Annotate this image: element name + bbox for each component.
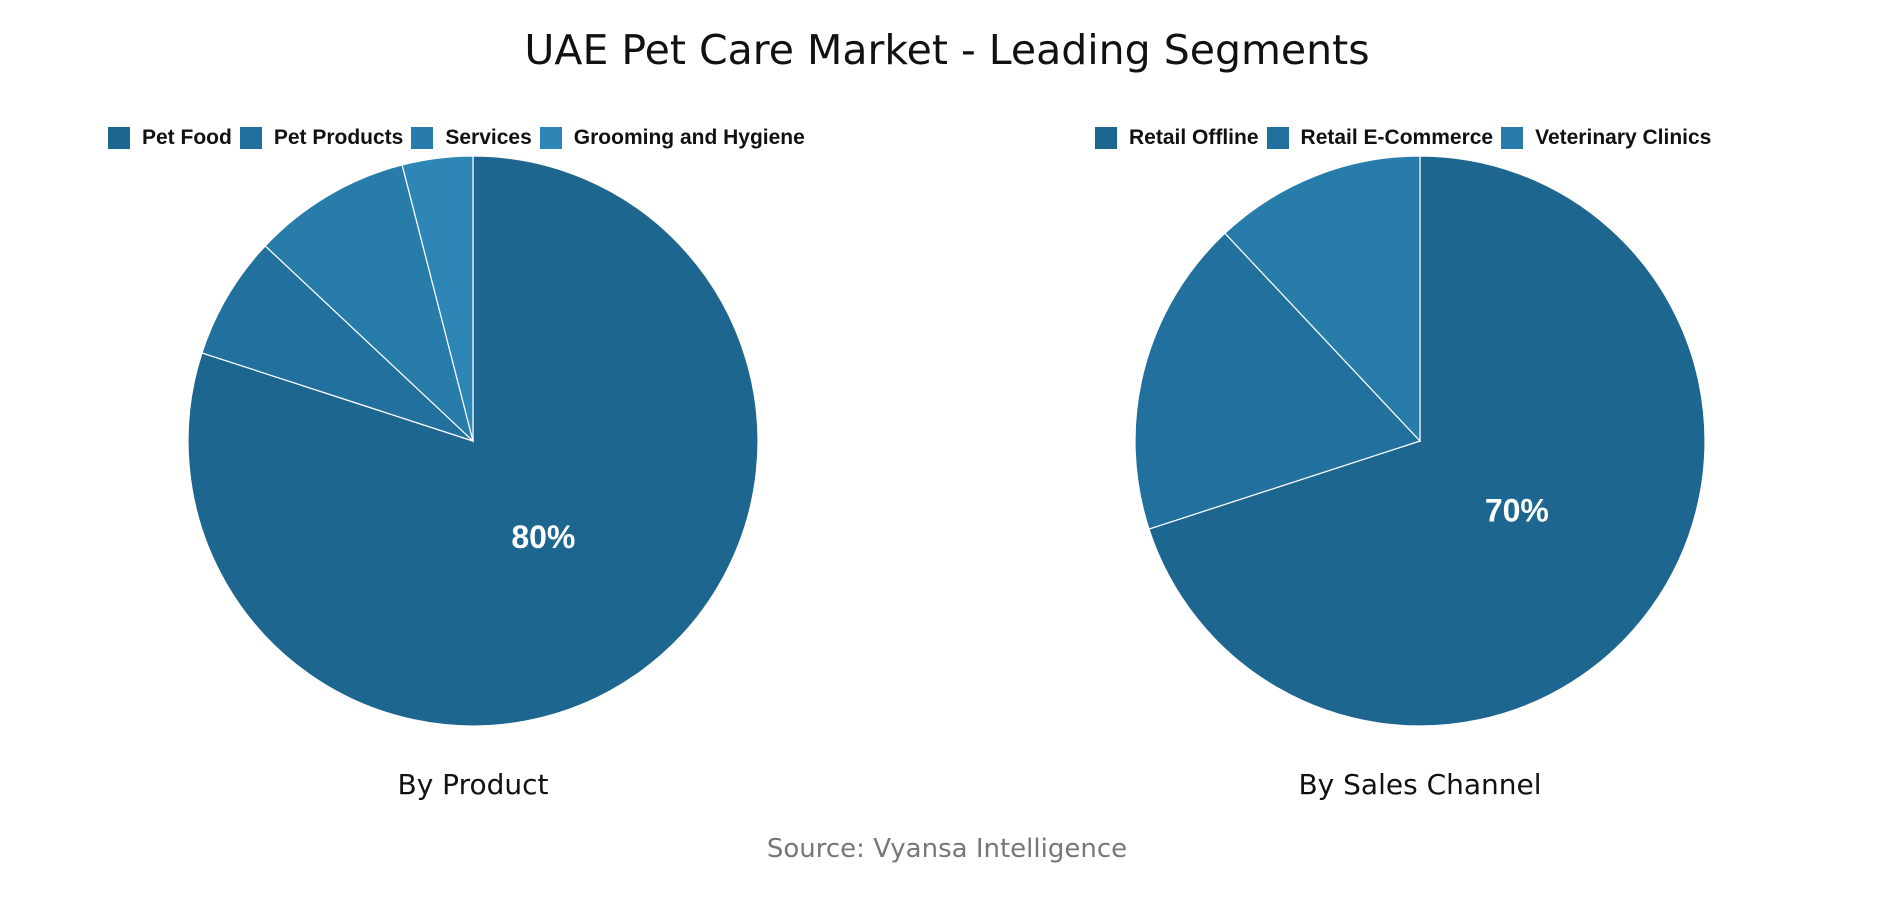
legend-swatch (1095, 127, 1117, 149)
legend-label: Pet Products (273, 126, 404, 149)
subtitle-by-sales-channel: By Sales Channel (1298, 768, 1542, 801)
subtitle-by-product: By Product (397, 768, 549, 801)
data-label: 80% (511, 519, 575, 555)
legend-by-product: Pet Food Pet Products Services Grooming and… (108, 126, 813, 150)
legend-item: Pet Products (239, 126, 404, 150)
legend-label: Services (445, 126, 532, 149)
chart-title: UAE Pet Care Market - Leading Segments (524, 26, 1370, 74)
pie-slice-veterinary-clinics (1224, 155, 1421, 443)
legend-item: Retail E-Commerce (1266, 126, 1494, 150)
legend-swatch (1501, 127, 1524, 149)
legend-item: Services (411, 126, 532, 150)
legend-label: Retail Offline (1129, 126, 1259, 149)
pie-slice-retail-offline (1148, 155, 1706, 727)
pie-slice-retail-e-commerce (1134, 232, 1422, 530)
legend-item: Pet Food (108, 126, 232, 150)
source-note: Source: Vyansa Intelligence (766, 834, 1128, 864)
pie-slice-pet-products (201, 245, 474, 442)
pie-slice-services (264, 164, 475, 443)
legend-by-sales-channel: Retail Offline Retail E-Commerce Veterinar… (1095, 126, 1719, 150)
legend-item: Veterinary Clinics (1501, 126, 1711, 150)
legend-label: Grooming and Hygiene (573, 126, 805, 149)
legend-label: Retail E-Commerce (1300, 126, 1494, 149)
legend-item: Retail Offline (1095, 126, 1259, 150)
legend-swatch (108, 127, 130, 149)
data-label: 70% (1485, 492, 1549, 528)
legend-label: Veterinary Clinics (1535, 126, 1712, 149)
legend-swatch (539, 127, 562, 149)
legend-swatch (239, 127, 262, 149)
legend-swatch (1266, 127, 1289, 149)
legend-swatch (411, 127, 434, 149)
legend-item: Grooming and Hygiene (539, 126, 805, 150)
pie-slice-grooming-and-hygiene (401, 155, 474, 442)
legend-label: Pet Food (142, 126, 232, 149)
